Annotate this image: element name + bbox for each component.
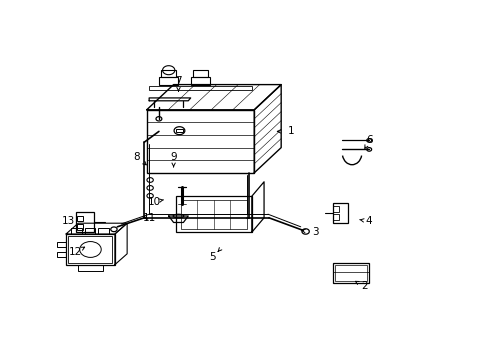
Text: 9: 9 bbox=[170, 152, 177, 162]
Text: 2: 2 bbox=[360, 281, 367, 291]
Text: 10: 10 bbox=[147, 197, 160, 207]
Bar bbox=[149, 86, 251, 90]
Bar bbox=[332, 263, 368, 283]
Text: 13: 13 bbox=[61, 216, 75, 226]
Bar bbox=[333, 214, 339, 220]
Bar bbox=[98, 228, 109, 234]
Text: 4: 4 bbox=[365, 216, 372, 226]
Bar bbox=[181, 200, 246, 229]
Text: 1: 1 bbox=[287, 126, 294, 136]
Text: 3: 3 bbox=[311, 227, 318, 237]
Bar bbox=[68, 236, 112, 263]
Bar bbox=[57, 252, 66, 257]
Bar bbox=[84, 228, 95, 234]
Bar bbox=[161, 70, 176, 77]
Bar bbox=[190, 77, 210, 85]
Bar bbox=[57, 242, 66, 247]
Bar bbox=[66, 234, 115, 265]
Bar bbox=[77, 224, 83, 230]
Bar bbox=[175, 129, 183, 132]
Text: 7: 7 bbox=[175, 76, 182, 86]
Bar bbox=[146, 110, 254, 173]
Bar bbox=[332, 203, 347, 223]
Bar bbox=[71, 228, 81, 234]
Text: 11: 11 bbox=[142, 213, 156, 223]
Text: 5: 5 bbox=[209, 252, 216, 262]
Text: 8: 8 bbox=[133, 152, 140, 162]
Bar bbox=[78, 265, 102, 271]
Bar bbox=[176, 196, 251, 232]
Text: 12: 12 bbox=[69, 247, 82, 257]
Bar bbox=[77, 216, 83, 221]
Bar bbox=[333, 206, 339, 212]
Bar bbox=[76, 212, 94, 232]
Text: 6: 6 bbox=[365, 135, 372, 145]
Bar bbox=[334, 265, 366, 281]
Bar bbox=[193, 70, 207, 77]
Bar bbox=[159, 77, 178, 85]
